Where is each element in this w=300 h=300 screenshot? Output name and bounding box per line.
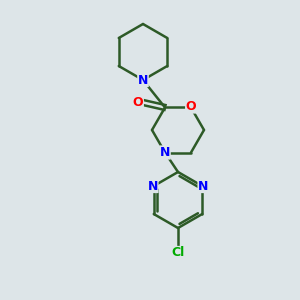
Text: N: N bbox=[160, 146, 170, 159]
Text: Cl: Cl bbox=[171, 247, 184, 260]
Text: N: N bbox=[198, 179, 208, 193]
Text: N: N bbox=[148, 179, 158, 193]
Text: N: N bbox=[138, 74, 148, 86]
Text: O: O bbox=[133, 96, 143, 109]
Text: O: O bbox=[186, 100, 196, 113]
